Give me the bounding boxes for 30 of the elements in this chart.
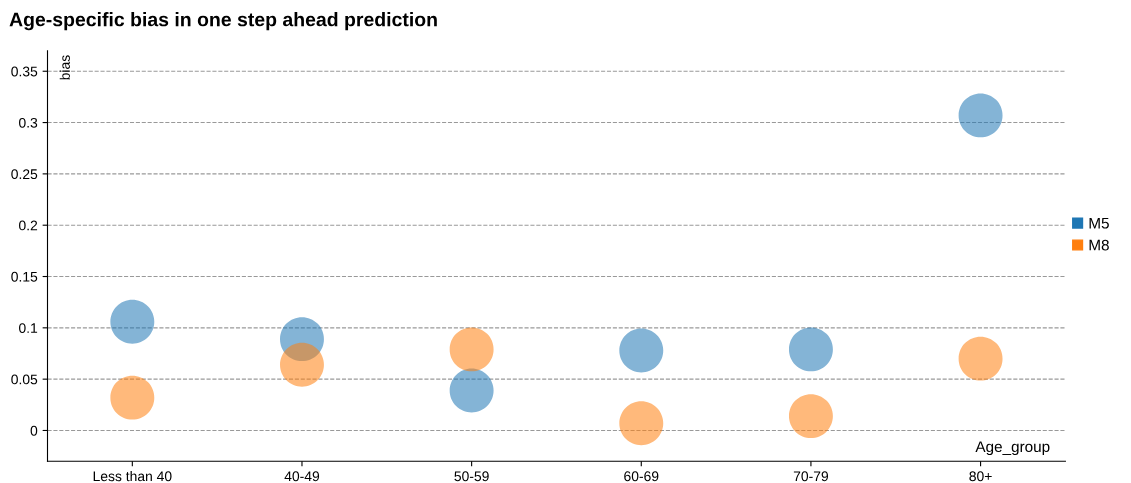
- y-tick-label: 0: [30, 425, 38, 436]
- x-tick-label: 70-79: [793, 471, 829, 482]
- y-tick-label: 0.2: [19, 220, 38, 231]
- x-tick-label: Less than 40: [93, 470, 172, 482]
- y-tick-label: 0.15: [11, 271, 38, 282]
- y-tick-label: 0.05: [11, 374, 38, 385]
- point: [280, 342, 324, 387]
- point: [110, 299, 155, 344]
- legend-label: M5: [1089, 217, 1109, 229]
- y-tick-label: 0.3: [19, 117, 38, 128]
- y-tick-label: 0.25: [11, 169, 38, 180]
- point: [110, 375, 155, 420]
- x-tick-label: 40-49: [284, 471, 320, 482]
- y-tick-label: 0.1: [19, 323, 38, 334]
- point: [958, 93, 1003, 138]
- x-tick-label: 60-69: [624, 471, 659, 482]
- point: [619, 401, 664, 446]
- y-axis-title: bias: [59, 55, 70, 80]
- x-tick-label: 50-59: [454, 471, 489, 482]
- chart-title: Age-specific bias in one step ahead prediction: [9, 12, 437, 31]
- point: [449, 327, 494, 372]
- x-axis-title: Age_group: [975, 441, 1050, 456]
- point: [958, 336, 1003, 381]
- point: [449, 368, 494, 413]
- legend-label: M8: [1089, 239, 1109, 251]
- point: [788, 327, 833, 372]
- y-tick-label: 0.35: [11, 66, 38, 77]
- point: [788, 394, 833, 439]
- point: [619, 328, 664, 373]
- x-tick-label: 80+: [969, 471, 992, 482]
